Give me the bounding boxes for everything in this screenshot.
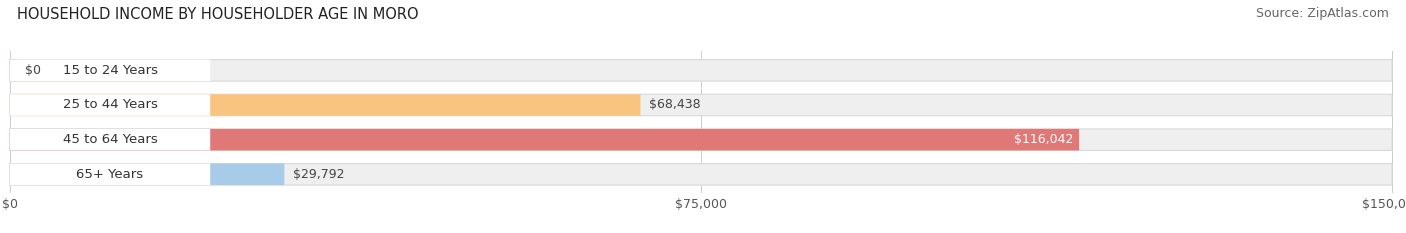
FancyBboxPatch shape <box>10 94 1392 116</box>
Text: 15 to 24 Years: 15 to 24 Years <box>62 64 157 77</box>
Text: HOUSEHOLD INCOME BY HOUSEHOLDER AGE IN MORO: HOUSEHOLD INCOME BY HOUSEHOLDER AGE IN M… <box>17 7 419 22</box>
FancyBboxPatch shape <box>10 60 1392 81</box>
FancyBboxPatch shape <box>10 129 1080 151</box>
FancyBboxPatch shape <box>10 60 211 81</box>
Text: $116,042: $116,042 <box>1014 133 1074 146</box>
Text: $68,438: $68,438 <box>648 99 700 112</box>
FancyBboxPatch shape <box>10 60 17 81</box>
FancyBboxPatch shape <box>10 129 211 151</box>
Text: $0: $0 <box>25 64 41 77</box>
Text: $29,792: $29,792 <box>292 168 344 181</box>
FancyBboxPatch shape <box>10 129 1392 151</box>
Text: 25 to 44 Years: 25 to 44 Years <box>63 99 157 112</box>
FancyBboxPatch shape <box>10 94 641 116</box>
FancyBboxPatch shape <box>10 164 1392 185</box>
FancyBboxPatch shape <box>10 164 284 185</box>
Text: 45 to 64 Years: 45 to 64 Years <box>63 133 157 146</box>
FancyBboxPatch shape <box>10 94 211 116</box>
Text: Source: ZipAtlas.com: Source: ZipAtlas.com <box>1256 7 1389 20</box>
FancyBboxPatch shape <box>10 164 211 185</box>
Text: 65+ Years: 65+ Years <box>76 168 143 181</box>
